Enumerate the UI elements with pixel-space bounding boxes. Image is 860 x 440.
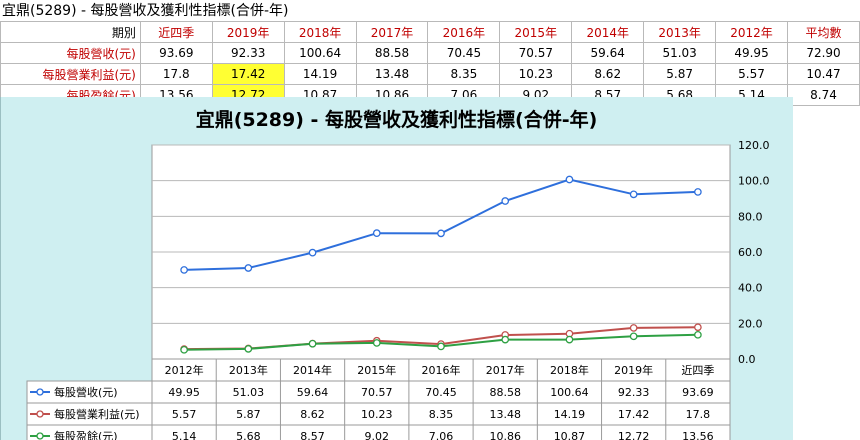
data-point xyxy=(244,345,253,353)
data-point xyxy=(629,332,638,341)
data-table-value: 100.64 xyxy=(550,386,589,399)
metrics-table: 期別 近四季 2019年 2018年 2017年 2016年 2015年 201… xyxy=(0,21,860,106)
data-table-value: 17.8 xyxy=(686,408,711,421)
table-cell: 49.95 xyxy=(715,42,788,64)
page-title: 宜鼎(5289) - 每股營收及獲利性指標(合併-年) xyxy=(2,3,289,19)
data-point xyxy=(437,229,445,238)
data-table-value: 8.62 xyxy=(300,408,325,421)
data-table-value: 5.68 xyxy=(236,430,261,440)
data-table-value: 8.57 xyxy=(300,430,325,440)
data-point xyxy=(694,188,702,196)
table-row: 每股營業利益(元) 17.8 17.42 14.19 13.48 8.35 10… xyxy=(0,63,860,85)
table-cell: 8.62 xyxy=(571,63,645,85)
data-point xyxy=(180,345,188,354)
x-category-label: 2015年 xyxy=(357,363,396,377)
data-point xyxy=(629,324,638,332)
legend-marker xyxy=(36,410,44,418)
data-table-value: 8.35 xyxy=(429,408,454,421)
data-point xyxy=(244,264,253,272)
x-category-label: 2016年 xyxy=(422,363,461,377)
row-label: 每股營業利益(元) xyxy=(0,63,141,85)
legend-label: 每股營業利益(元) xyxy=(54,407,140,421)
column-header: 2012年 xyxy=(715,21,788,43)
x-category-label: 2019年 xyxy=(614,363,653,377)
data-table-value: 70.57 xyxy=(361,386,393,399)
data-table-value: 92.33 xyxy=(618,386,650,399)
column-header: 近四季 xyxy=(139,21,213,43)
legend-marker xyxy=(36,388,44,396)
data-table-value: 17.42 xyxy=(618,408,650,421)
data-table-value: 88.58 xyxy=(489,386,521,399)
x-category-label: 2018年 xyxy=(550,363,589,377)
legend-label: 每股盈餘(元) xyxy=(54,429,118,440)
data-table-value: 7.06 xyxy=(429,430,454,440)
data-table-value: 10.86 xyxy=(489,430,521,440)
table-cell: 5.87 xyxy=(643,63,717,85)
data-point xyxy=(565,335,574,344)
data-table-value: 10.87 xyxy=(554,430,586,440)
y-tick-label: 80.0 xyxy=(738,210,763,223)
data-table-value: 13.48 xyxy=(489,408,521,421)
table-header-row: 期別 近四季 2019年 2018年 2017年 2016年 2015年 201… xyxy=(0,21,860,43)
data-table-value: 49.95 xyxy=(168,386,200,399)
data-table-value: 93.69 xyxy=(682,386,714,399)
data-table-value: 5.14 xyxy=(172,430,197,440)
data-table-value: 14.19 xyxy=(554,408,586,421)
legend-frame xyxy=(26,380,153,440)
data-table-value: 70.45 xyxy=(425,386,457,399)
data-table-value: 9.02 xyxy=(365,430,390,440)
data-point xyxy=(694,323,702,332)
x-category-label: 2014年 xyxy=(293,363,332,377)
x-category-label: 近四季 xyxy=(681,364,714,377)
data-table-value: 51.03 xyxy=(233,386,265,399)
data-table-value: 5.57 xyxy=(172,408,197,421)
data-table-frame xyxy=(151,358,731,440)
y-tick-label: 60.0 xyxy=(738,246,763,259)
table-cell: 14.19 xyxy=(283,63,357,85)
column-header: 2013年 xyxy=(643,21,717,43)
x-category-label: 2012年 xyxy=(165,363,204,377)
data-point xyxy=(437,342,445,351)
x-category-label: 2017年 xyxy=(486,363,525,377)
table-cell-highlighted: 17.42 xyxy=(211,63,285,85)
table-cell: 8.35 xyxy=(427,63,501,85)
y-tick-label: 120.0 xyxy=(738,139,770,152)
data-table-value: 59.64 xyxy=(297,386,329,399)
y-tick-label: 100.0 xyxy=(738,175,770,188)
data-point xyxy=(501,197,510,205)
data-point xyxy=(372,339,381,347)
data-point xyxy=(629,190,638,199)
data-point xyxy=(565,175,574,184)
data-table-value: 10.23 xyxy=(361,408,393,421)
data-table-value: 13.56 xyxy=(682,430,714,440)
data-point xyxy=(308,339,317,348)
table-cell: 51.03 xyxy=(643,42,717,64)
data-point xyxy=(180,266,188,274)
column-header: 2016年 xyxy=(427,21,501,43)
table-cell: 8.74 xyxy=(786,84,860,106)
table-row: 每股營收(元) 93.69 92.33 100.64 88.58 70.45 7… xyxy=(0,42,860,64)
table-cell: 100.64 xyxy=(283,42,357,64)
x-category-label: 2013年 xyxy=(229,363,268,377)
data-table-value: 5.87 xyxy=(236,408,261,421)
legend-marker xyxy=(36,432,44,440)
y-tick-label: 20.0 xyxy=(738,317,763,330)
chart-title: 宜鼎(5289) - 每股營收及獲利性指標(合併-年) xyxy=(195,109,598,131)
y-tick-label: 40.0 xyxy=(738,282,763,295)
table-cell: 10.47 xyxy=(786,63,860,85)
legend-label: 每股營收(元) xyxy=(54,385,118,399)
data-point xyxy=(308,248,317,257)
column-header: 2019年 xyxy=(211,21,285,43)
data-point xyxy=(694,330,702,339)
column-header: 2014年 xyxy=(571,21,645,43)
y-tick-label: 0.0 xyxy=(738,353,756,366)
data-table-value: 12.72 xyxy=(618,430,650,440)
data-point xyxy=(501,335,510,344)
data-point xyxy=(372,229,381,238)
